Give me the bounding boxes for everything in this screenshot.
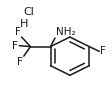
Text: F: F [12,41,18,51]
Text: NH₂: NH₂ [56,27,75,37]
Text: Cl: Cl [23,7,34,17]
Text: F: F [14,27,20,37]
Text: F: F [17,57,23,67]
Text: H: H [20,19,28,29]
Text: F: F [99,46,105,56]
